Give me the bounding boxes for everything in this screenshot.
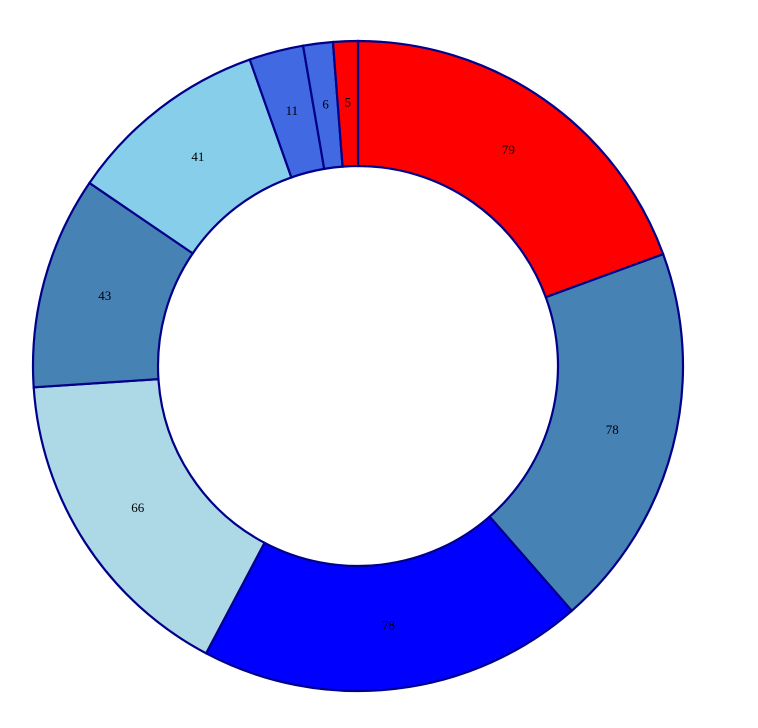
donut-slice-4 [32, 377, 267, 655]
slice-label-9: 5 [345, 95, 352, 110]
donut-labels: 79 78 78 66 43 41 11 6 5 [98, 95, 619, 633]
donut-slices [31, 39, 685, 693]
slice-label-3: 78 [382, 618, 395, 633]
slice-label-1: 79 [502, 142, 515, 157]
donut-slice-2 [488, 252, 685, 613]
slice-label-2: 78 [606, 422, 619, 437]
donut-slice-1 [356, 39, 665, 299]
slice-label-6: 41 [191, 149, 204, 164]
slice-label-8: 6 [322, 96, 329, 111]
donut-slice-9 [331, 39, 360, 168]
slice-label-4: 66 [131, 500, 145, 515]
donut-slice-3 [204, 515, 574, 693]
slice-label-5: 43 [98, 288, 111, 303]
slice-label-7: 11 [286, 103, 299, 118]
